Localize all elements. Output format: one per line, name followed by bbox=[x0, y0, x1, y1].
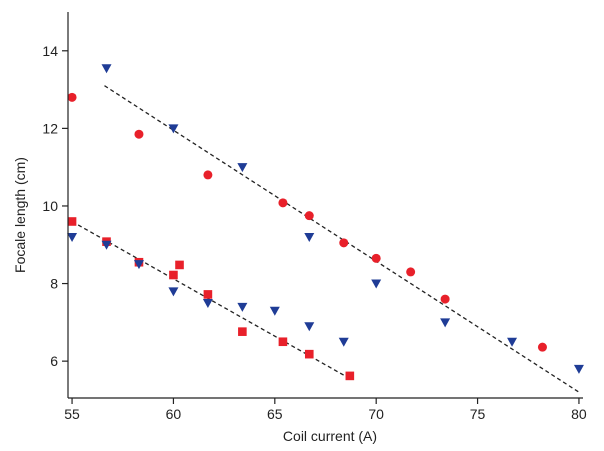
point-s1-5 bbox=[440, 318, 451, 328]
data-points bbox=[67, 64, 584, 381]
point-s0-6 bbox=[371, 253, 381, 263]
point-s2-5 bbox=[203, 290, 213, 299]
y-tick-label-3: 12 bbox=[42, 120, 58, 136]
point-s3-0 bbox=[67, 233, 78, 243]
x-tick-label-3: 70 bbox=[368, 406, 384, 422]
point-s3-2 bbox=[133, 260, 144, 270]
point-s3-7 bbox=[304, 322, 315, 332]
point-s1-2 bbox=[237, 163, 248, 173]
point-s2-7 bbox=[278, 337, 288, 347]
point-s2-8 bbox=[304, 349, 314, 359]
point-s2-3 bbox=[169, 270, 178, 280]
point-s3-6 bbox=[269, 306, 280, 316]
point-s3-5 bbox=[237, 302, 248, 312]
x-tick-label-2: 65 bbox=[267, 406, 283, 422]
point-s0-0 bbox=[67, 92, 77, 102]
y-axis-title: Focale length (cm) bbox=[12, 157, 28, 273]
fit-lines bbox=[71, 85, 580, 393]
point-s3-4 bbox=[202, 298, 213, 308]
point-s3-8 bbox=[338, 337, 349, 347]
x-ticks: 55 60 65 70 75 80 bbox=[64, 398, 587, 422]
x-tick-label-1: 60 bbox=[166, 406, 182, 422]
point-s0-9 bbox=[537, 342, 547, 352]
point-s2-4 bbox=[175, 260, 184, 270]
point-s1-3 bbox=[304, 233, 315, 243]
axes bbox=[67, 12, 583, 399]
point-s3-3 bbox=[168, 287, 179, 297]
point-s0-8 bbox=[440, 294, 450, 304]
point-s2-6 bbox=[238, 327, 247, 336]
point-s1-7 bbox=[573, 364, 584, 374]
point-s1-6 bbox=[507, 337, 518, 347]
x-tick-label-4: 75 bbox=[470, 406, 486, 422]
point-s1-1 bbox=[168, 124, 179, 134]
y-tick-label-4: 14 bbox=[42, 43, 58, 59]
point-s0-7 bbox=[406, 267, 416, 277]
point-s1-4 bbox=[371, 279, 382, 289]
point-s0-5 bbox=[339, 238, 349, 248]
x-tick-label-5: 80 bbox=[571, 406, 587, 422]
point-s2-0 bbox=[67, 217, 77, 226]
x-tick-label-0: 55 bbox=[64, 406, 80, 422]
point-s0-2 bbox=[203, 170, 213, 180]
point-s1-0 bbox=[101, 64, 112, 74]
point-s3-1 bbox=[101, 240, 112, 250]
y-tick-label-1: 8 bbox=[50, 276, 58, 292]
point-s2-9 bbox=[345, 371, 355, 381]
y-ticks: 6 8 10 12 14 bbox=[42, 43, 68, 369]
y-tick-label-0: 6 bbox=[50, 353, 58, 369]
y-tick-label-2: 10 bbox=[42, 198, 58, 214]
point-s0-1 bbox=[134, 129, 144, 139]
point-s0-4 bbox=[304, 211, 314, 221]
x-axis-title: Coil current (A) bbox=[283, 428, 377, 444]
point-s0-3 bbox=[278, 198, 288, 208]
